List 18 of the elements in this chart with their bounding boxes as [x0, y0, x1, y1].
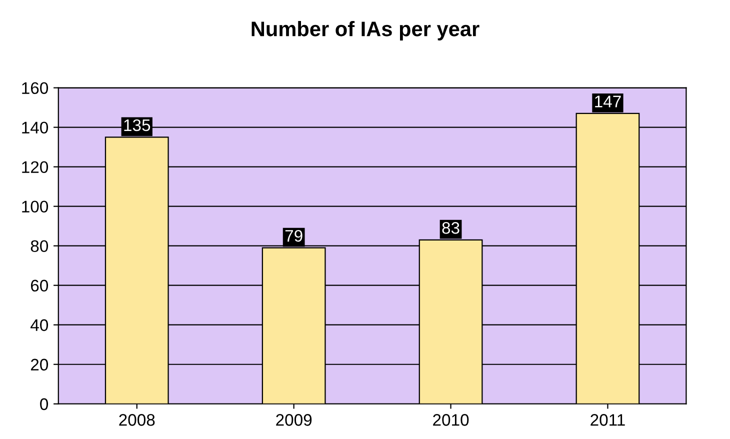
y-tick-label: 120: [22, 161, 48, 174]
data-label: 83: [442, 222, 460, 234]
y-tick-label: 160: [22, 82, 48, 94]
x-tick-label: 2010: [433, 414, 469, 426]
y-tick-label: 100: [22, 200, 48, 213]
y-tick-label: 140: [22, 122, 48, 134]
y-tick-label: 40: [30, 319, 48, 332]
x-tick-label: 2009: [276, 414, 312, 426]
chart-title: Number of IAs per year: [252, 21, 480, 40]
data-label: 79: [285, 230, 302, 242]
data-label: 147: [595, 96, 621, 108]
y-tick-label: 60: [30, 280, 48, 292]
y-tick-label: 20: [30, 358, 48, 371]
data-label: 135: [124, 119, 150, 132]
x-tick-label: 2008: [119, 414, 155, 426]
y-tick-label: 80: [30, 240, 48, 252]
y-tick-label: 0: [40, 398, 48, 410]
x-tick-label: 2011: [590, 414, 625, 426]
